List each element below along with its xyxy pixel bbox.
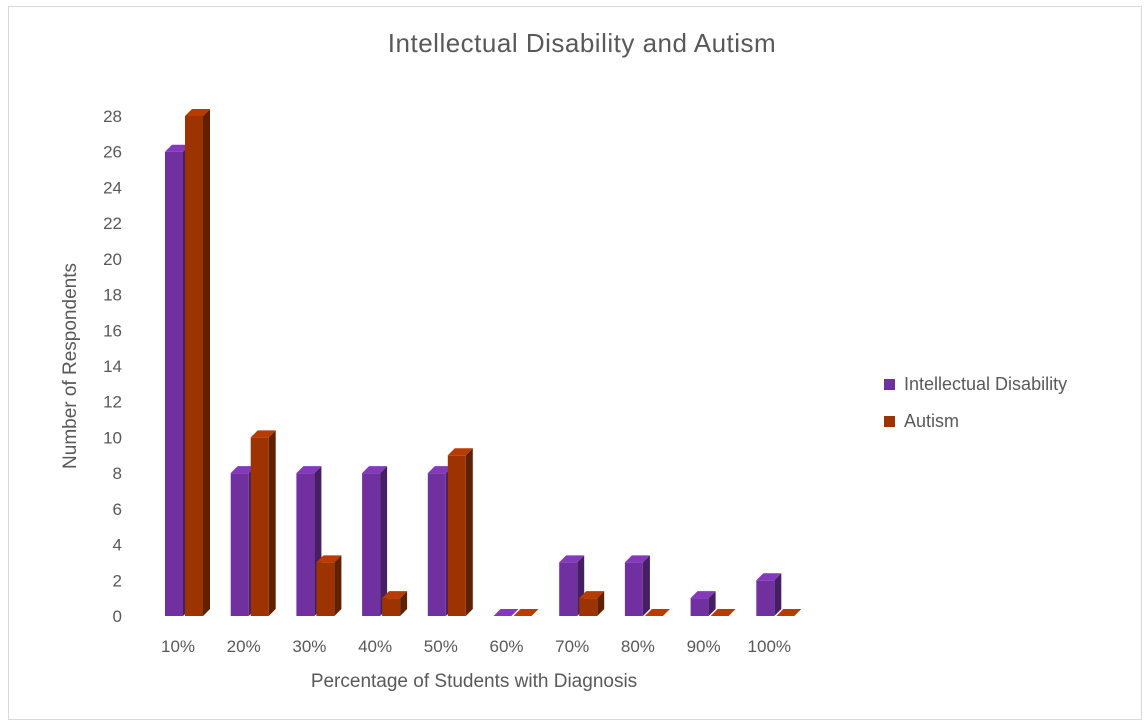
- y-tick-label: 10: [103, 428, 122, 447]
- x-tick-label: 50%: [424, 637, 458, 656]
- bar-autism-10pct: [185, 109, 210, 616]
- x-axis-label: Percentage of Students with Diagnosis: [311, 671, 637, 692]
- y-tick-label: 14: [103, 357, 122, 376]
- x-tick-label: 90%: [687, 637, 721, 656]
- y-tick-label: 2: [113, 571, 122, 590]
- y-tick-label: 4: [113, 536, 122, 555]
- y-tick-label: 18: [103, 286, 122, 305]
- y-tick-label: 0: [113, 607, 122, 626]
- y-tick-label: 16: [103, 321, 122, 340]
- bar-intellectual-disability-60pct: [493, 609, 519, 616]
- x-tick-label: 20%: [227, 637, 261, 656]
- x-tick-label: 70%: [555, 637, 589, 656]
- legend-item-intellectual-disability: Intellectual Disability: [884, 366, 1067, 403]
- legend-label-autism: Autism: [904, 411, 960, 431]
- y-tick-label: 12: [103, 393, 122, 412]
- chart-title: Intellectual Disability and Autism: [387, 28, 777, 58]
- bar-autism-70pct: [579, 591, 605, 616]
- y-tick-label: 26: [103, 143, 122, 162]
- legend-swatch-intellectual-disability: [884, 379, 895, 390]
- bar-autism-60pct: [513, 609, 539, 616]
- bar-intellectual-disability-40pct: [362, 466, 388, 616]
- x-axis-ticks: 10% 20% 30% 40% 50% 60% 70% 80% 90% 100%: [161, 637, 791, 656]
- legend: Intellectual Disability Autism: [884, 366, 1067, 440]
- x-tick-label: 40%: [358, 637, 392, 656]
- bar-autism-80pct: [644, 609, 670, 616]
- x-tick-label: 60%: [489, 637, 523, 656]
- bar-autism-90pct: [710, 609, 736, 616]
- y-tick-label: 22: [103, 214, 122, 233]
- bar-intellectual-disability-70pct: [559, 555, 585, 616]
- bar-intellectual-disability-30pct: [296, 466, 322, 616]
- x-tick-label: 80%: [621, 637, 655, 656]
- y-tick-label: 24: [103, 178, 122, 197]
- bar-intellectual-disability-80pct: [624, 555, 650, 616]
- bar-autism-20pct: [250, 430, 276, 616]
- x-tick-label: 10%: [161, 637, 195, 656]
- y-tick-label: 28: [103, 107, 122, 126]
- x-tick-label: 30%: [292, 637, 326, 656]
- bars: [165, 109, 802, 616]
- y-axis-label: Number of Respondents: [60, 263, 81, 469]
- bar-autism-100pct: [776, 609, 802, 616]
- bar-autism-50pct: [447, 448, 473, 616]
- legend-label-intellectual-disability: Intellectual Disability: [904, 374, 1068, 394]
- legend-swatch-autism: [884, 416, 895, 427]
- y-tick-label: 20: [103, 250, 122, 269]
- bar-intellectual-disability-90pct: [690, 591, 716, 616]
- bar-autism-30pct: [316, 555, 342, 616]
- legend-item-autism: Autism: [884, 403, 1067, 440]
- y-tick-label: 6: [113, 500, 122, 519]
- bar-autism-40pct: [382, 591, 408, 616]
- bar-intellectual-disability-100pct: [756, 573, 782, 616]
- y-tick-label: 8: [113, 464, 122, 483]
- x-tick-label: 100%: [748, 637, 791, 656]
